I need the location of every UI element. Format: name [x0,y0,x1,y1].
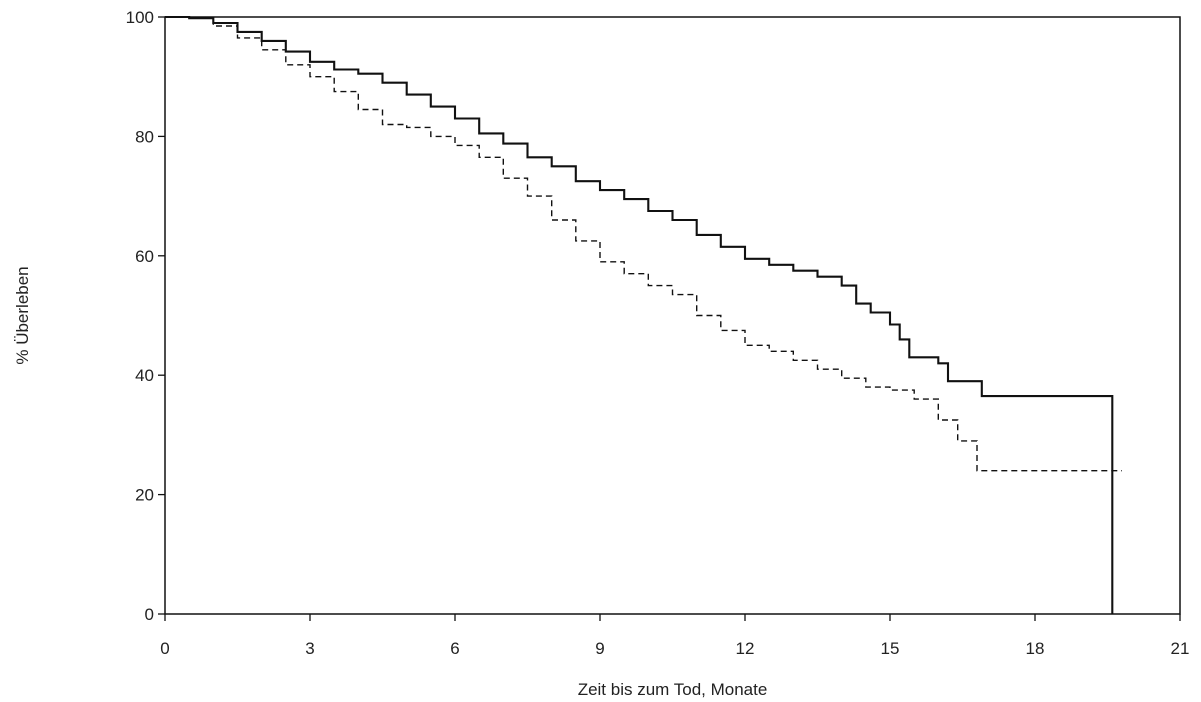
y-tick-label: 100 [126,8,154,27]
y-axis-title: % Überleben [13,266,32,364]
y-tick-label: 20 [135,486,154,505]
x-axis-title: Zeit bis zum Tod, Monate [578,680,768,699]
y-tick-label: 60 [135,247,154,266]
x-tick-label: 15 [881,639,900,658]
x-tick-label: 21 [1171,639,1190,658]
dashed-survival-curve [165,16,1122,472]
x-tick-label: 0 [160,639,169,658]
y-tick-label: 80 [135,127,154,146]
ticks-layer: 0 3 6 9 12 15 18 21 0 20 40 60 80 100 [126,8,1190,658]
y-tick-label: 0 [145,605,154,624]
x-tick-label: 12 [736,639,755,658]
x-tick-label: 3 [305,639,314,658]
x-tick-label: 6 [450,639,459,658]
x-tick-label: 18 [1026,639,1045,658]
solid-survival-curve [165,15,1114,614]
y-tick-label: 40 [135,366,154,385]
plot-frame [164,16,1181,615]
x-tick-label: 9 [595,639,604,658]
series-layer [165,15,1122,614]
